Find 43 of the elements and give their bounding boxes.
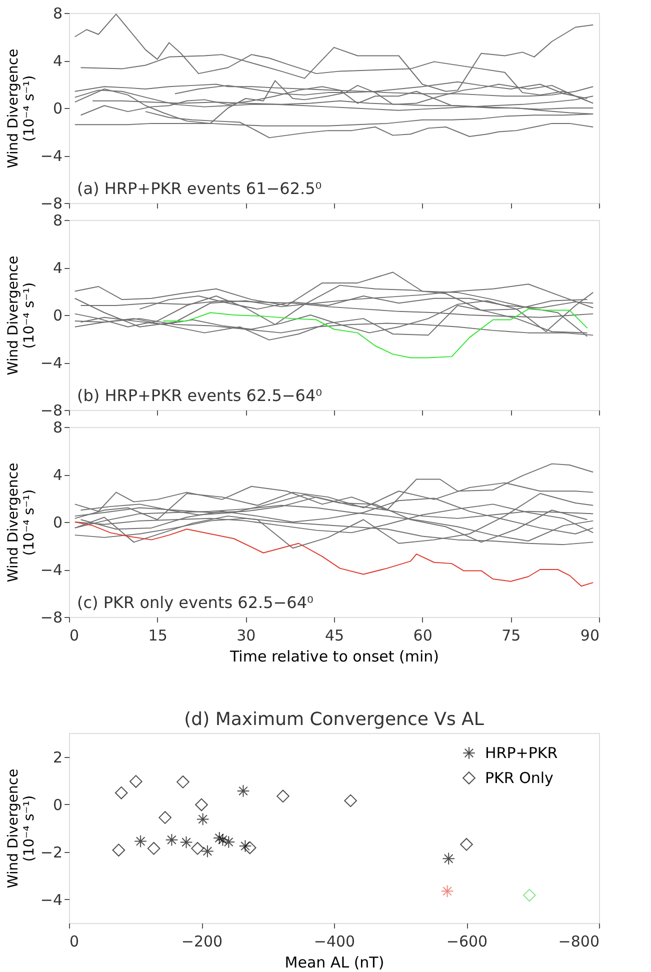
y-tick-label: 0 (52, 514, 62, 532)
y-tick-label: −4 (40, 147, 62, 165)
y-tick-label: 4 (52, 466, 62, 484)
x-axis-title: Time relative to onset (min) (228, 648, 440, 666)
x-tick-label: 90 (580, 626, 600, 644)
y-tick-label: 4 (52, 52, 62, 70)
x-tick-label: −200 (181, 932, 223, 950)
x-tick-label: 75 (502, 626, 521, 644)
y-tick-label: 4 (52, 259, 62, 277)
y-tick-label: −2 (40, 843, 62, 862)
y-tick-label: 0 (52, 306, 62, 324)
y-tick-label: 0 (52, 100, 62, 118)
y-axis-title: Wind Divergence (10⁻⁴ s⁻¹) (5, 256, 38, 376)
x-tick-label: −400 (314, 932, 356, 950)
y-tick-label: 8 (52, 4, 62, 22)
x-tick-label: 15 (148, 626, 168, 644)
x-tick-label: −800 (558, 932, 600, 950)
y-tick-label: 0 (52, 796, 62, 814)
y-tick-label: −8 (40, 402, 62, 420)
y-axis-title: Wind Divergence (10⁻⁴ s⁻¹) (5, 462, 38, 582)
x-tick-label: 30 (236, 626, 256, 644)
y-tick-label: −4 (40, 354, 62, 372)
y-tick-label: −8 (40, 608, 62, 626)
annotation: (b) HRP+PKR events 62.5−64⁰ (77, 386, 322, 405)
y-tick-label: 8 (52, 212, 62, 230)
y-tick-label: 8 (52, 418, 62, 436)
y-axis-title: Wind Divergence (10⁻⁴ s⁻¹) (5, 768, 38, 888)
legend-label: PKR Only (485, 769, 554, 787)
chart-title: (d) Maximum Convergence Vs AL (184, 709, 484, 730)
y-axis-title: Wind Divergence (10⁻⁴ s⁻¹) (5, 48, 38, 168)
x-tick-label: 45 (324, 626, 344, 644)
annotation: (c) PKR only events 62.5−64⁰ (77, 593, 314, 612)
x-tick-label: −600 (446, 932, 488, 950)
annotation: (a) HRP+PKR events 61−62.5⁰ (77, 179, 322, 198)
y-tick-label: −4 (40, 561, 62, 579)
y-tick-label: −8 (40, 194, 62, 212)
legend-label: HRP+PKR (485, 744, 558, 762)
y-tick-label: −4 (40, 890, 62, 909)
x-tick-label: 60 (413, 626, 432, 644)
x-tick-label: 0 (70, 932, 80, 950)
y-tick-label: 2 (52, 748, 62, 766)
x-tick-label: 0 (70, 626, 80, 644)
x-axis-title: Mean AL (nT) (284, 954, 384, 972)
